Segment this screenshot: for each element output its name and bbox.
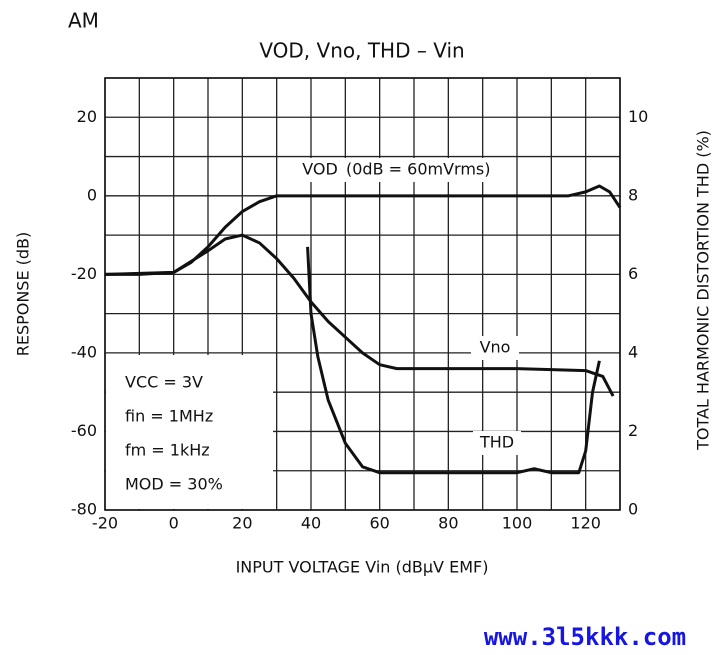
- plot: [104, 184, 622, 475]
- plot-frame: [104, 77, 621, 511]
- series-line: [105, 184, 622, 276]
- x-tick-label: 20: [232, 514, 252, 533]
- y2-tick-label: 10: [628, 107, 648, 126]
- y2-tick-label: 4: [628, 342, 638, 361]
- y2-tick-label: 0: [628, 500, 638, 519]
- label-bg: [344, 158, 502, 182]
- y2-tick-label: 8: [628, 185, 638, 204]
- series-label: THD: [479, 433, 514, 452]
- y-tick-label: -40: [71, 342, 97, 361]
- series-line: [306, 246, 601, 475]
- y-tick-label: -80: [71, 500, 97, 519]
- labels: VOD Vno THD (0dB = 60mVrms) VCC = 3V fin = 1M…: [125, 158, 521, 494]
- x-tick-label: 0: [169, 514, 179, 533]
- x-tick-label: 60: [369, 514, 389, 533]
- series-label: Vno: [480, 338, 511, 357]
- label-bg: [473, 431, 521, 455]
- series-line: [104, 233, 615, 397]
- x-tick-label: 120: [570, 514, 601, 533]
- chart-title: VOD, Vno, THD – Vin: [259, 39, 464, 63]
- conditions-box: [106, 355, 273, 509]
- condition: MOD = 30%: [125, 475, 223, 494]
- y-tick-label: 0: [87, 185, 97, 204]
- condition: fm = 1kHz: [125, 441, 210, 460]
- y-tick-label: -20: [71, 264, 97, 283]
- x-tick-label: 100: [502, 514, 533, 533]
- y-axis-label: RESPONSE (dB): [14, 232, 33, 357]
- annotation: (0dB = 60mVrms): [346, 160, 490, 179]
- x-tick-label: -20: [92, 514, 118, 533]
- condition: fin = 1MHz: [125, 407, 213, 426]
- y2-axis-label: TOTAL HARMONIC DISTORTION THD (%): [694, 130, 713, 451]
- watermark: www.3l5kkk.com: [484, 623, 686, 651]
- x-tick-label: 40: [301, 514, 321, 533]
- condition: VCC = 3V: [125, 373, 203, 392]
- label-bg: [471, 336, 519, 360]
- series-label: VOD: [302, 160, 338, 179]
- x-axis-label: INPUT VOLTAGE Vin (dBμV EMF): [236, 558, 489, 577]
- y-tick-label: 20: [77, 107, 97, 126]
- x-tick-label: 80: [438, 514, 458, 533]
- y2-tick-label: 6: [628, 264, 638, 283]
- label-bg: [296, 158, 344, 182]
- y-tick-label: -60: [71, 421, 97, 440]
- y2-tick-label: 2: [628, 421, 638, 440]
- header: AM: [68, 9, 99, 33]
